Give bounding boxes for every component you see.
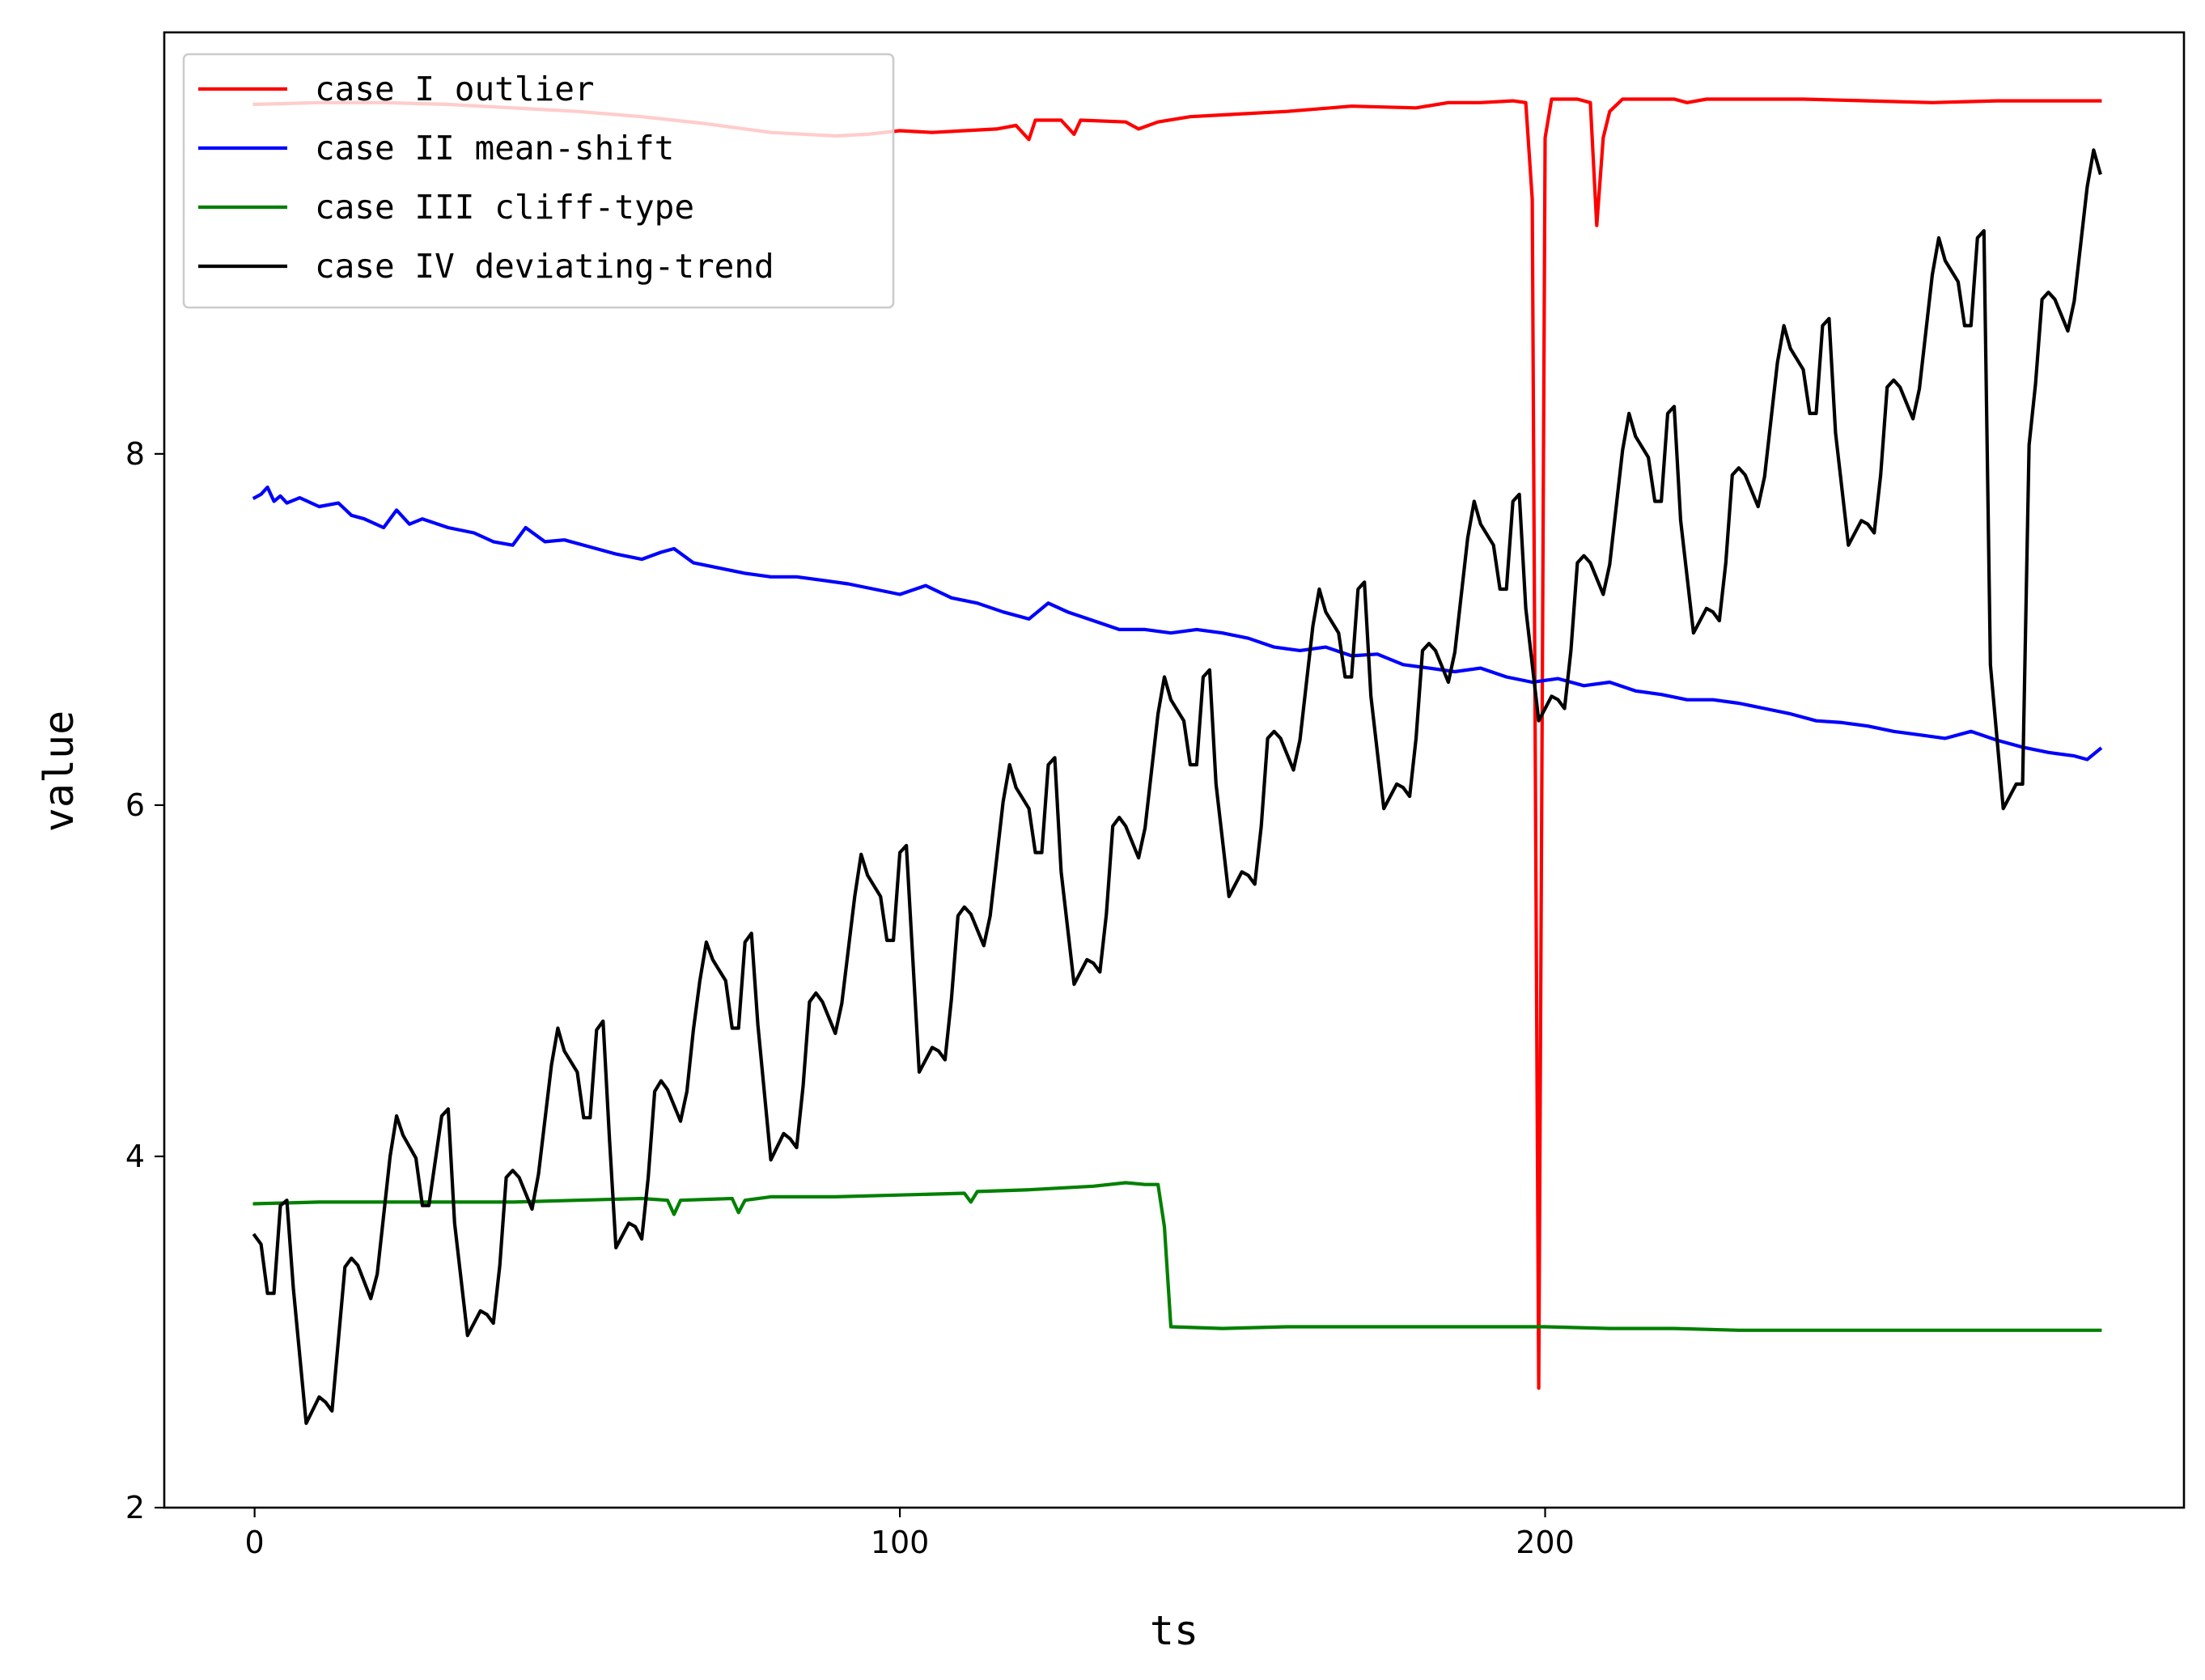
y-axis-title: value [36, 711, 83, 833]
series-line-3 [252, 1181, 2102, 1332]
x-axis-title: ts [1150, 1607, 1198, 1654]
x-tick-label: 0 [245, 1525, 265, 1560]
y-tick-label: 2 [125, 1490, 145, 1525]
legend-label-4: case IV deviating-trend [315, 247, 774, 286]
y-tick-label: 8 [125, 436, 145, 472]
y-tick-label: 6 [125, 787, 145, 823]
x-tick-label: 100 [871, 1525, 930, 1560]
series-line-4 [252, 148, 2102, 1425]
x-tick-label: 200 [1516, 1525, 1575, 1560]
legend-label-2: case II mean-shift [315, 129, 674, 168]
legend-label-3: case III cliff-type [315, 188, 694, 227]
legend: case I outlier case II mean-shift case III… [182, 53, 895, 309]
y-axis-ticks: 2 4 6 8 [125, 436, 164, 1525]
series-line-2 [252, 486, 2103, 762]
x-axis-ticks: 0 100 200 [245, 1508, 1575, 1560]
legend-label-1: case I outlier [315, 70, 595, 108]
legend-box [182, 53, 895, 309]
plot-frame [163, 31, 2186, 1509]
y-tick-label: 4 [125, 1139, 145, 1174]
